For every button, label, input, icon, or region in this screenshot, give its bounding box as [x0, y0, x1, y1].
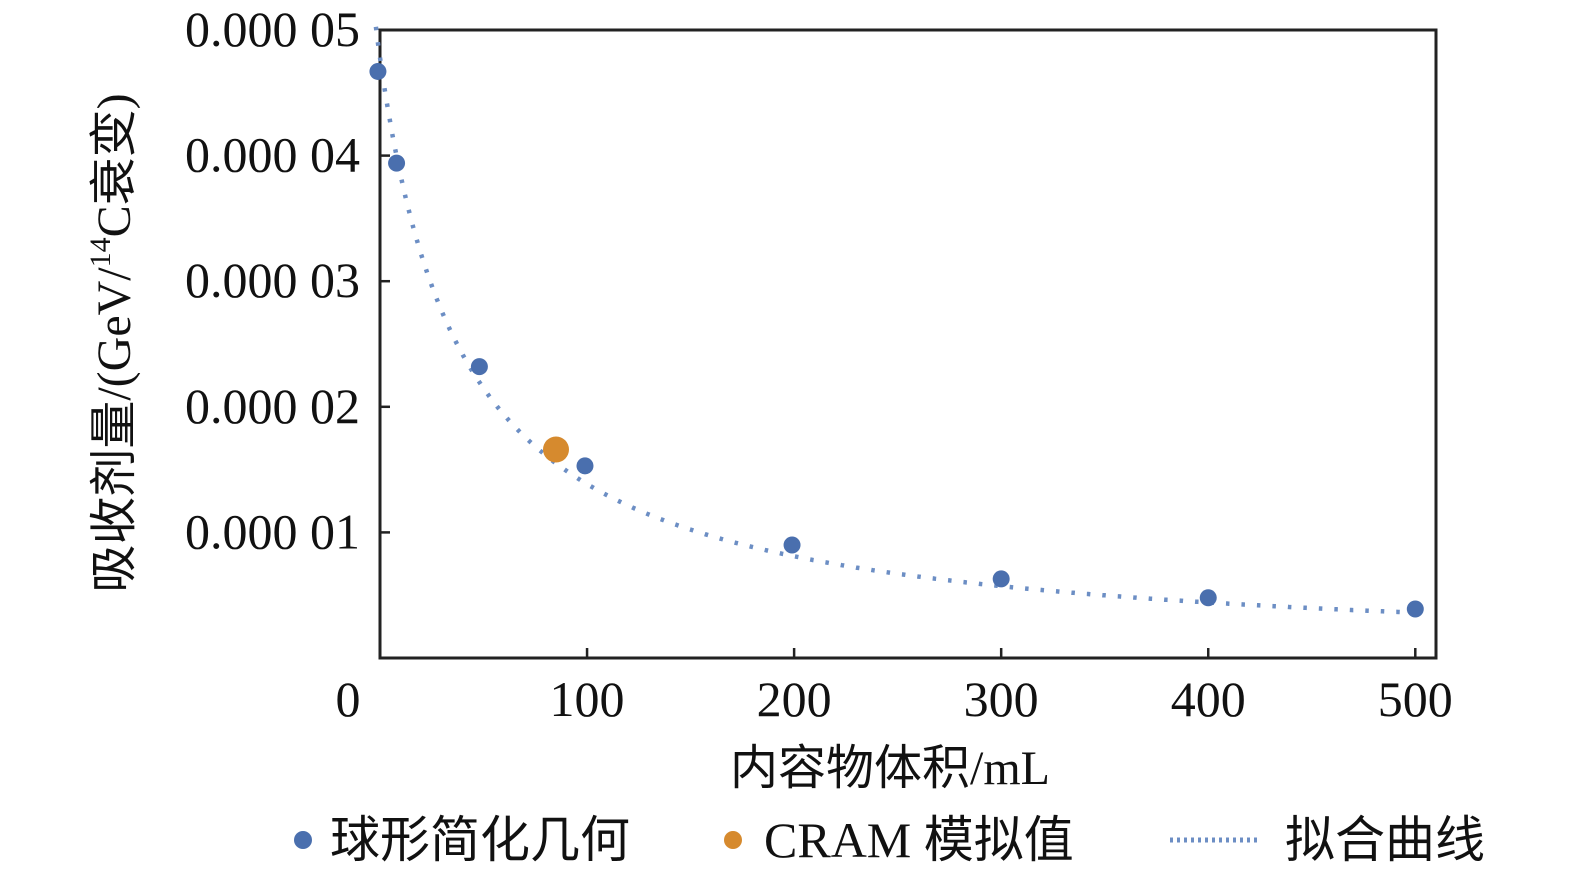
legend-marker-spherical — [294, 831, 312, 849]
legend-marker-cram — [724, 831, 742, 849]
fit-curve — [373, 26, 1426, 616]
x-axis: 0 100 200 300 400 500 — [336, 648, 1453, 727]
point-spherical — [1199, 589, 1217, 607]
y-tick-label: 0.000 04 — [185, 127, 360, 183]
point-spherical — [470, 358, 488, 376]
x-tick-label: 100 — [550, 671, 625, 727]
y-axis: 0.000 01 0.000 02 0.000 03 0.000 04 0.000 05 — [185, 1, 390, 559]
data-points-layer — [369, 62, 1424, 618]
y-axis-title-prefix: 吸收剂量/(GeV/ — [88, 267, 141, 593]
x-axis-title: 内容物体积/mL — [730, 742, 1050, 795]
legend-label-cram: CRAM 模拟值 — [764, 812, 1074, 868]
plot-frame — [378, 28, 1438, 660]
point-cram — [543, 436, 569, 463]
x-tick-label: 200 — [757, 671, 832, 727]
y-axis-title: 吸收剂量/(GeV/14C衰变) — [84, 93, 141, 592]
x-tick-label: 0 — [336, 671, 361, 727]
legend-item-cram: CRAM 模拟值 — [724, 812, 1074, 868]
legend-item-fit: 拟合曲线 — [1170, 812, 1485, 868]
y-axis-title-suffix: C衰变) — [88, 93, 141, 237]
legend-label-fit: 拟合曲线 — [1285, 812, 1485, 868]
y-tick-label: 0.000 02 — [185, 378, 360, 434]
point-spherical — [369, 62, 387, 80]
point-spherical — [576, 457, 594, 475]
point-spherical — [388, 154, 406, 172]
y-tick-label: 0.000 01 — [185, 503, 360, 559]
fit-curve-layer — [373, 26, 1426, 616]
x-tick-label: 500 — [1378, 671, 1453, 727]
point-spherical — [1406, 600, 1424, 618]
y-tick-label: 0.000 03 — [185, 252, 360, 308]
legend: 球形简化几何 CRAM 模拟值 拟合曲线 — [294, 812, 1485, 868]
point-spherical — [783, 536, 801, 554]
legend-label-spherical: 球形简化几何 — [330, 812, 630, 868]
y-axis-title-superscript: 14 — [84, 237, 117, 267]
x-tick-label: 400 — [1171, 671, 1246, 727]
x-tick-label: 300 — [964, 671, 1039, 727]
legend-item-spherical: 球形简化几何 — [294, 812, 630, 868]
point-spherical — [992, 570, 1010, 588]
y-tick-label: 0.000 05 — [185, 1, 360, 57]
